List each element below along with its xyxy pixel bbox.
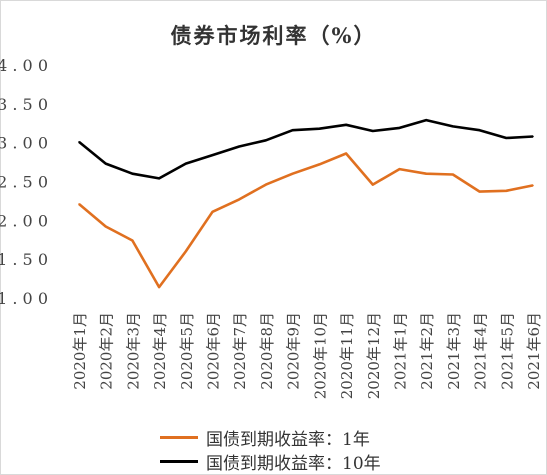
- y-tick-label: 3 . 0 0: [0, 134, 48, 153]
- data-point: [345, 124, 347, 126]
- y-tick-label: 1 . 5 0: [0, 250, 48, 269]
- data-point: [211, 154, 214, 156]
- data-point: [185, 250, 187, 253]
- data-point: [478, 190, 481, 193]
- data-point: [452, 173, 454, 176]
- data-point: [104, 225, 107, 228]
- x-tick-label: 2021年1月: [391, 312, 409, 390]
- data-point: [185, 162, 187, 165]
- x-tick-label: 2020年5月: [178, 312, 196, 390]
- x-tick-label: 2020年2月: [98, 312, 116, 390]
- y-axis: 1 . 0 0 1 . 5 0 2 . 0 0 2 . 5 0 3 . 0 0 3 . 5…: [0, 56, 48, 308]
- data-point: [425, 119, 427, 121]
- data-point: [371, 183, 374, 186]
- data-point: [318, 127, 321, 130]
- series-line-10y: [78, 118, 534, 180]
- data-point: [478, 129, 481, 132]
- data-point: [265, 139, 267, 142]
- x-tick-label: 2020年8月: [258, 312, 276, 390]
- data-point: [104, 162, 107, 165]
- data-point: [78, 141, 80, 143]
- data-point: [78, 203, 80, 205]
- data-point: [238, 198, 241, 201]
- data-point: [425, 172, 427, 175]
- data-point: [291, 172, 294, 175]
- series-lines: [78, 118, 534, 289]
- data-point: [452, 125, 454, 128]
- data-point: [158, 177, 160, 180]
- y-tick-label: 3 . 5 0: [0, 95, 48, 114]
- x-tick-label: 2021年4月: [472, 312, 490, 390]
- data-point: [318, 163, 321, 166]
- data-point: [532, 135, 534, 138]
- x-tick-label: 2020年12月: [365, 312, 383, 399]
- x-tick-label: 2020年1月: [71, 312, 89, 390]
- x-tick-label: 2021年3月: [445, 312, 463, 390]
- data-point: [238, 145, 241, 148]
- x-tick-label: 2021年5月: [498, 312, 516, 390]
- x-tick-label: 2020年11月: [338, 312, 356, 399]
- data-point: [345, 152, 347, 155]
- data-point: [131, 239, 134, 242]
- legend: 国债到期收益率：1年 国债到期收益率：10年: [160, 425, 381, 474]
- x-tick-label: 2020年10月: [311, 312, 329, 399]
- x-tick-label: 2020年6月: [205, 312, 223, 390]
- data-point: [398, 168, 401, 170]
- data-point: [371, 130, 374, 132]
- x-tick-label: 2020年9月: [285, 312, 303, 390]
- data-point: [158, 286, 160, 288]
- x-tick-label: 2021年2月: [418, 312, 436, 390]
- legend-label-1y: 国债到期收益率：1年: [206, 429, 370, 450]
- data-point: [532, 184, 534, 187]
- data-point: [265, 183, 267, 186]
- data-point: [211, 210, 214, 213]
- x-tick-label: 2020年7月: [231, 312, 249, 390]
- data-point: [291, 129, 294, 132]
- legend-item-10y: 国债到期收益率：10年: [160, 449, 381, 474]
- data-point: [505, 137, 508, 139]
- chart-title: 债券市场利率（%）: [170, 23, 377, 48]
- x-tick-label: 2021年6月: [525, 312, 543, 390]
- y-tick-label: 2 . 0 0: [0, 211, 48, 230]
- x-axis: 2020年1月 2020年2月 2020年3月 2020年4月 2020年5月 2020年…: [71, 312, 543, 399]
- legend-label-10y: 国债到期收益率：10年: [206, 453, 381, 474]
- data-point: [398, 127, 401, 129]
- x-tick-label: 2020年4月: [151, 312, 169, 390]
- legend-item-1y: 国债到期收益率：1年: [160, 425, 381, 450]
- series-line-1y: [78, 152, 534, 289]
- legend-swatch-10y: [160, 459, 198, 463]
- data-point: [131, 172, 134, 175]
- y-tick-label: 4 . 0 0: [0, 56, 48, 75]
- y-tick-label: 2 . 5 0: [0, 173, 48, 192]
- x-tick-label: 2020年3月: [124, 312, 142, 390]
- data-point: [505, 190, 508, 192]
- legend-swatch-1y: [160, 435, 198, 439]
- y-tick-label: 1 . 0 0: [0, 289, 48, 308]
